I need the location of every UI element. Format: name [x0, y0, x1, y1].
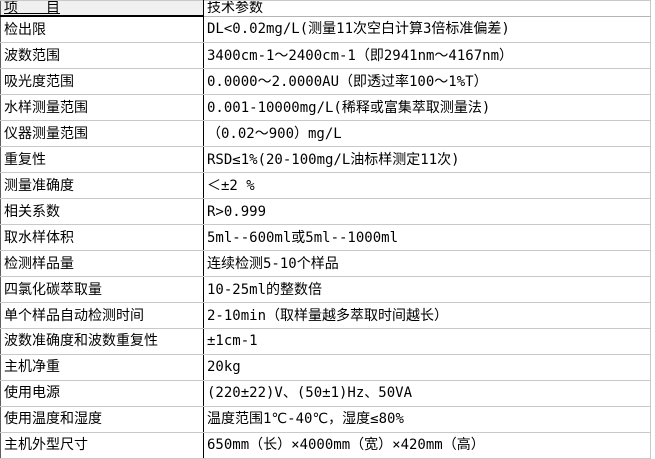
row-value: 5ml--600ml或5ml--1000ml: [203, 224, 651, 252]
table-row: 检测样品量 连续检测5-10个样品: [0, 250, 651, 278]
row-value: (220±22)V、(50±1)Hz、50VA: [203, 380, 651, 407]
table-row: 吸光度范围 0.0000～2.0000AU（即透过率100～1%T）: [0, 68, 651, 96]
row-value: ＜±2 %: [203, 172, 651, 200]
row-label: 主机净重: [0, 354, 204, 381]
row-label: 波数范围: [0, 42, 204, 70]
table-row: 检出限 DL<0.02mg/L(测量11次空白计算3倍标准偏差): [0, 16, 651, 44]
table-row: 仪器测量范围 （0.02～900）mg/L: [0, 120, 651, 148]
row-value: 温度范围1℃-40℃，湿度≤80%: [203, 406, 651, 433]
table-row: 使用电源 (220±22)V、(50±1)Hz、50VA: [0, 380, 651, 407]
row-label: 水样测量范围: [0, 94, 204, 122]
table-row: 四氯化碳萃取量 10-25ml的整数倍: [0, 276, 651, 304]
header-value-label: 技术参数: [207, 0, 263, 16]
row-label: 重复性: [0, 146, 204, 174]
table-row: 波数范围 3400cm-1～2400cm-1（即2941nm～4167nm）: [0, 42, 651, 70]
row-label: 主机外型尺寸: [0, 432, 204, 459]
row-value: ±1cm-1: [203, 328, 651, 355]
row-label: 波数准确度和波数重复性: [0, 328, 204, 355]
table-row: 使用温度和湿度 温度范围1℃-40℃，湿度≤80%: [0, 406, 651, 433]
table-row: 重复性 RSD≤1%(20-100mg/L油标样测定11次): [0, 146, 651, 174]
table-row: 主机净重 20kg: [0, 354, 651, 381]
header-cell-value: 技术参数: [203, 0, 651, 17]
row-value: R>0.999: [203, 198, 651, 226]
row-label: 仪器测量范围: [0, 120, 204, 148]
row-value: 2-10min（取样量越多萃取时间越长）: [203, 302, 651, 329]
row-value: 连续检测5-10个样品: [203, 250, 651, 278]
row-value: 10-25ml的整数倍: [203, 276, 651, 304]
row-value: 650mm（长）×4000mm（宽）×420mm（高）: [203, 432, 651, 459]
table-row: 测量准确度 ＜±2 %: [0, 172, 651, 200]
row-label: 相关系数: [0, 198, 204, 226]
row-value: 0.001-10000mg/L(稀释或富集萃取测量法): [203, 94, 651, 122]
table-row: 相关系数 R>0.999: [0, 198, 651, 226]
row-value: 0.0000～2.0000AU（即透过率100～1%T）: [203, 68, 651, 96]
row-value: （0.02～900）mg/L: [203, 120, 651, 148]
table-row: 水样测量范围 0.001-10000mg/L(稀释或富集萃取测量法): [0, 94, 651, 122]
row-label: 四氯化碳萃取量: [0, 276, 204, 304]
row-value: DL<0.02mg/L(测量11次空白计算3倍标准偏差): [203, 16, 651, 44]
row-label: 吸光度范围: [0, 68, 204, 96]
row-label: 取水样体积: [0, 224, 204, 252]
row-label: 单个样品自动检测时间: [0, 302, 204, 329]
row-label: 使用温度和湿度: [0, 406, 204, 433]
table-row: 单个样品自动检测时间 2-10min（取样量越多萃取时间越长）: [0, 302, 651, 329]
row-label: 测量准确度: [0, 172, 204, 200]
table-row: 波数准确度和波数重复性 ±1cm-1: [0, 328, 651, 355]
table-row: 主机外型尺寸 650mm（长）×4000mm（宽）×420mm（高）: [0, 432, 651, 459]
row-value: RSD≤1%(20-100mg/L油标样测定11次): [203, 146, 651, 174]
spec-table-body: 检出限 DL<0.02mg/L(测量11次空白计算3倍标准偏差) 波数范围 3400c…: [0, 16, 651, 459]
row-label: 检出限: [0, 16, 204, 44]
row-value: 20kg: [203, 354, 651, 381]
row-label: 使用电源: [0, 380, 204, 407]
header-cell-item: 项 目: [0, 0, 204, 17]
row-label: 检测样品量: [0, 250, 204, 278]
header-item-label: 项 目: [4, 0, 60, 16]
row-value: 3400cm-1～2400cm-1（即2941nm～4167nm）: [203, 42, 651, 70]
table-row: 取水样体积 5ml--600ml或5ml--1000ml: [0, 224, 651, 252]
header-row: 项 目 技术参数: [0, 0, 651, 17]
